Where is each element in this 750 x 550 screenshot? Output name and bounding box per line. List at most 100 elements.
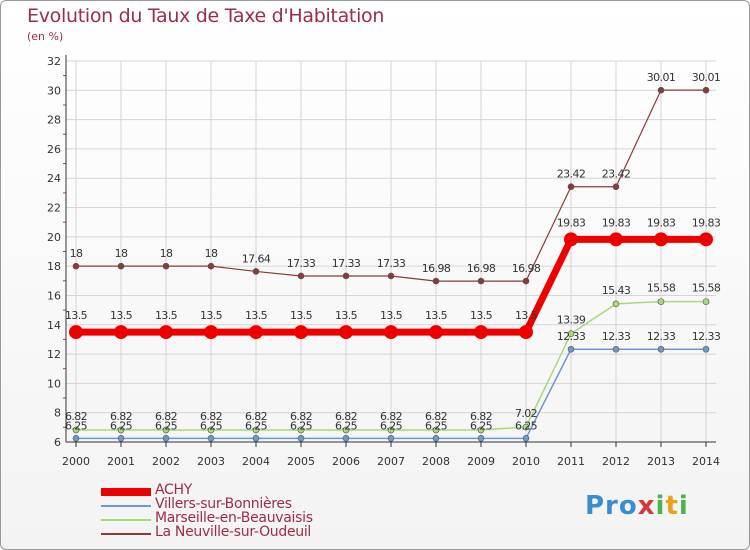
data-point — [567, 330, 575, 338]
x-tick-label: 2002 — [152, 455, 180, 468]
data-label: 16.98 — [467, 262, 496, 275]
axes: 6 8 10 12 14 16 18 20 22 24 26 28 30 32 2000 2001 2002 20… — [47, 55, 720, 468]
x-tick-label: 2012 — [602, 455, 630, 468]
data-point — [657, 86, 665, 94]
data-point — [159, 325, 173, 340]
data-label: 18 — [70, 247, 83, 260]
data-point — [339, 325, 353, 340]
data-label: 6.25 — [110, 419, 133, 432]
legend-label: Villers-sur-Bonnières — [155, 496, 292, 512]
data-point — [162, 435, 170, 442]
chart-title: Evolution du Taux de Taxe d'Habitation — [27, 5, 385, 27]
y-tick-label: 22 — [47, 202, 61, 215]
data-label: 6.25 — [515, 419, 538, 432]
y-tick-label: 12 — [47, 348, 61, 361]
data-label: 17.33 — [377, 257, 406, 270]
legend-swatch — [101, 533, 151, 535]
data-label: 6.82 — [290, 410, 312, 423]
y-tick-label: 32 — [47, 55, 61, 68]
data-label: 13.5 — [425, 309, 448, 322]
x-tick-label: 2005 — [287, 455, 315, 468]
x-tick-label: 2011 — [557, 455, 585, 468]
chart-subtitle: (en %) — [27, 30, 64, 43]
data-point — [162, 426, 170, 434]
y-tick-label: 30 — [47, 84, 61, 97]
data-label: 19.83 — [692, 216, 721, 229]
data-point — [477, 277, 485, 285]
y-tick-label: 8 — [54, 407, 61, 420]
data-point — [297, 435, 305, 442]
data-point — [72, 435, 80, 442]
data-point — [294, 325, 308, 340]
data-point — [474, 325, 488, 340]
data-label: 6.82 — [110, 410, 132, 423]
data-point — [612, 345, 620, 353]
data-point — [477, 426, 485, 434]
data-label: 23.42 — [602, 168, 631, 181]
data-point — [567, 345, 575, 353]
data-label: 17.33 — [332, 257, 361, 270]
data-label: 19.83 — [602, 216, 631, 229]
data-label: 13.5 — [470, 309, 493, 322]
data-point — [69, 325, 83, 340]
data-label: 6.25 — [290, 419, 313, 432]
x-tick-label: 2000 — [62, 455, 90, 468]
data-point — [252, 268, 260, 275]
x-tick-label: 2007 — [377, 455, 405, 468]
data-label: 6.25 — [245, 419, 268, 432]
data-label: 13.5 — [65, 309, 88, 322]
y-tick-label: 20 — [47, 231, 61, 244]
data-point — [342, 426, 350, 434]
x-tick-label: 2008 — [422, 455, 450, 468]
data-label: 6.25 — [65, 419, 88, 432]
data-point — [252, 426, 260, 434]
y-tick-label: 16 — [47, 289, 61, 302]
data-label: 13.5 — [335, 309, 358, 322]
data-point — [72, 262, 80, 270]
data-label: 12.33 — [602, 330, 631, 343]
data-point — [342, 435, 350, 442]
data-point — [564, 232, 578, 247]
legend-label: ACHY — [155, 482, 192, 498]
x-tick-label: 2004 — [242, 455, 270, 468]
data-label: 6.25 — [200, 419, 223, 432]
y-tick-label: 24 — [47, 172, 61, 185]
data-label: 6.25 — [425, 419, 448, 432]
data-label: 6.25 — [155, 419, 178, 432]
data-point — [162, 262, 170, 270]
data-point — [207, 435, 215, 442]
y-tick-label: 10 — [47, 377, 61, 390]
legend-swatch — [101, 519, 151, 521]
data-label: 13.5 — [380, 309, 403, 322]
data-label: 23.42 — [557, 168, 586, 181]
data-label: 13.5 — [290, 309, 313, 322]
data-point — [384, 325, 398, 340]
data-label: 16.98 — [422, 262, 451, 275]
data-label: 6.82 — [65, 410, 87, 423]
data-point — [432, 435, 440, 442]
data-point — [387, 435, 395, 442]
data-label: 17.64 — [242, 252, 271, 265]
data-label: 6.82 — [425, 410, 447, 423]
y-tick-label: 6 — [54, 436, 61, 449]
data-point — [609, 232, 623, 247]
data-label: 30.01 — [647, 71, 676, 84]
y-tick-label: 18 — [47, 260, 61, 273]
data-point — [342, 272, 350, 280]
data-point — [654, 232, 668, 247]
data-label: 18 — [160, 247, 173, 260]
data-label: 17.33 — [287, 257, 316, 270]
series-lines — [69, 86, 713, 442]
data-label: 7.02 — [515, 407, 537, 420]
proxiti-logo: Proxiti — [585, 491, 689, 521]
data-label: 16.98 — [512, 262, 541, 275]
data-label: 19.83 — [647, 216, 676, 229]
data-label: 15.58 — [647, 282, 676, 295]
data-label: 13.39 — [557, 314, 586, 327]
data-label: 13.5 — [515, 309, 538, 322]
data-point — [387, 272, 395, 280]
data-point — [657, 298, 665, 305]
data-label: 6.25 — [380, 419, 403, 432]
